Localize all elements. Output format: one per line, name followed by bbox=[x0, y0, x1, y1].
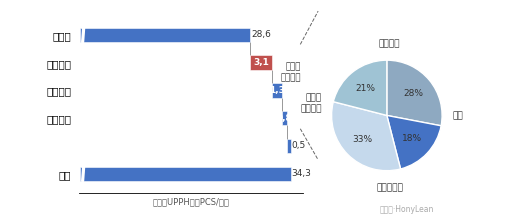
Text: 公众号·HonyLean: 公众号·HonyLean bbox=[380, 205, 434, 214]
Bar bbox=[80, 166, 291, 181]
Text: 33%: 33% bbox=[353, 135, 373, 144]
Text: 首小时产出: 首小时产出 bbox=[376, 183, 403, 192]
Text: 3,1: 3,1 bbox=[253, 58, 269, 67]
Bar bbox=[287, 139, 291, 153]
Bar bbox=[80, 28, 250, 42]
Text: 产线待料: 产线待料 bbox=[379, 39, 401, 48]
Text: 0,5: 0,5 bbox=[292, 141, 306, 151]
Wedge shape bbox=[387, 60, 442, 126]
Wedge shape bbox=[387, 115, 441, 169]
Text: 21%: 21% bbox=[356, 84, 376, 93]
Bar bbox=[281, 111, 287, 125]
Text: 28,6: 28,6 bbox=[251, 30, 271, 40]
Text: 不良品
在线返工: 不良品 在线返工 bbox=[280, 63, 301, 82]
Text: 18%: 18% bbox=[402, 134, 422, 143]
Wedge shape bbox=[331, 102, 401, 171]
Text: 其他: 其他 bbox=[452, 111, 463, 120]
Text: 1,3: 1,3 bbox=[269, 86, 285, 95]
Bar bbox=[272, 83, 281, 98]
Text: 0,8: 0,8 bbox=[276, 114, 292, 123]
Text: 不良品
在线返工: 不良品 在线返工 bbox=[300, 94, 322, 113]
X-axis label: 单位（UPPH）：PCS/人时: 单位（UPPH）：PCS/人时 bbox=[152, 197, 230, 206]
Text: 34,3: 34,3 bbox=[292, 169, 312, 178]
Bar bbox=[250, 56, 272, 70]
Wedge shape bbox=[333, 60, 387, 115]
Text: 28%: 28% bbox=[403, 89, 423, 98]
